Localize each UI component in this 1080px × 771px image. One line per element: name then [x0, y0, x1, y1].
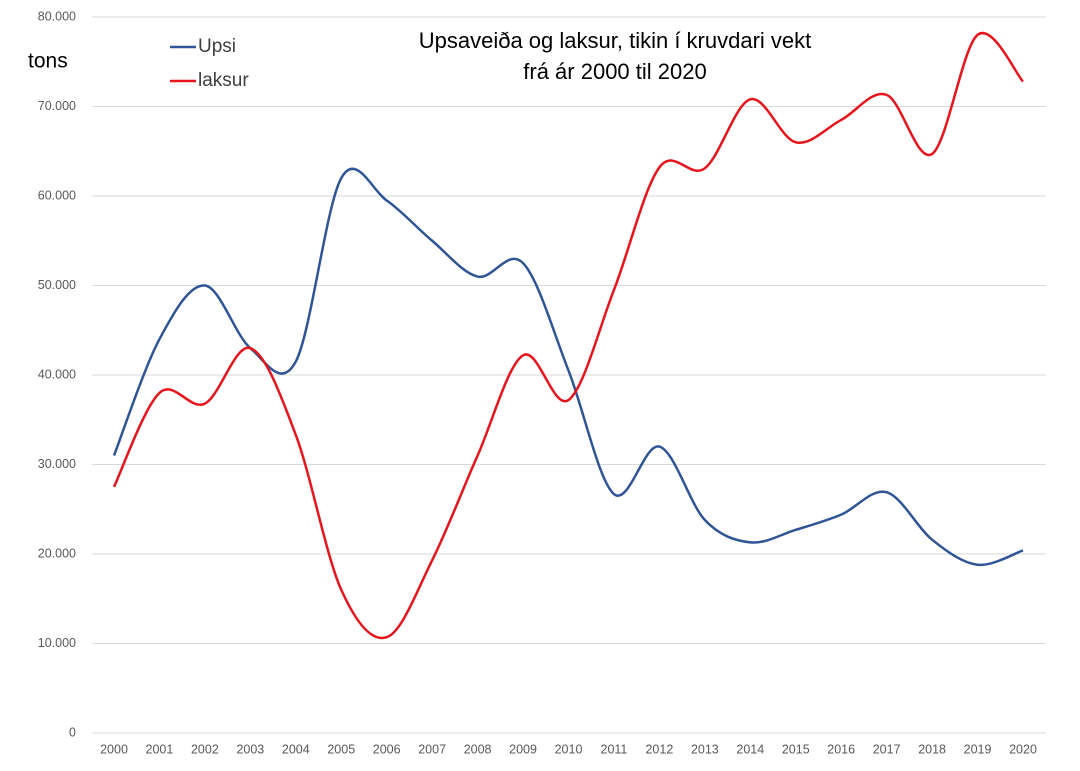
y-axis-label: tons: [28, 50, 68, 73]
x-tick-label: 2016: [827, 742, 855, 756]
x-tick-label: 2013: [691, 742, 719, 756]
x-tick-label: 2018: [918, 742, 946, 756]
y-tick-label: 30.000: [38, 457, 76, 471]
x-tick-label: 2020: [1009, 742, 1037, 756]
y-tick-label: 40.000: [38, 367, 76, 381]
legend-label: laksur: [198, 70, 249, 91]
y-tick-label: 0: [69, 725, 76, 739]
y-tick-label: 60.000: [38, 188, 76, 202]
x-tick-label: 2006: [373, 742, 401, 756]
y-tick-label: 80.000: [38, 9, 76, 23]
x-tick-label: 2004: [282, 742, 310, 756]
x-tick-label: 2005: [327, 742, 355, 756]
x-tick-label: 2009: [509, 742, 537, 756]
x-tick-label: 2008: [464, 742, 492, 756]
x-tick-label: 2011: [601, 742, 628, 756]
chart-title: Upsaveiða og laksur, tikin í kruvdari ve…: [419, 28, 812, 53]
x-tick-label: 2001: [146, 742, 174, 756]
y-tick-label: 70.000: [38, 99, 76, 113]
legend-label: Upsi: [198, 36, 236, 57]
line-series: [112, 31, 1024, 640]
x-tick-label: 2003: [236, 742, 264, 756]
x-tick-label: 2010: [555, 742, 583, 756]
x-tick-label: 2012: [645, 742, 673, 756]
x-tick-label: 2002: [191, 742, 219, 756]
y-tick-label: 50.000: [38, 278, 76, 292]
x-tick-label: 2007: [418, 742, 446, 756]
y-tick-label: 10.000: [38, 636, 76, 650]
x-tick-label: 2019: [964, 742, 992, 756]
line-series: [112, 167, 1024, 566]
x-tick-label: 2014: [736, 742, 764, 756]
x-tick-label: 2000: [100, 742, 128, 756]
chart-subtitle: frá ár 2000 til 2020: [523, 59, 706, 84]
y-tick-label: 20.000: [38, 546, 76, 560]
x-tick-label: 2017: [873, 742, 901, 756]
x-tick-label: 2015: [782, 742, 810, 756]
